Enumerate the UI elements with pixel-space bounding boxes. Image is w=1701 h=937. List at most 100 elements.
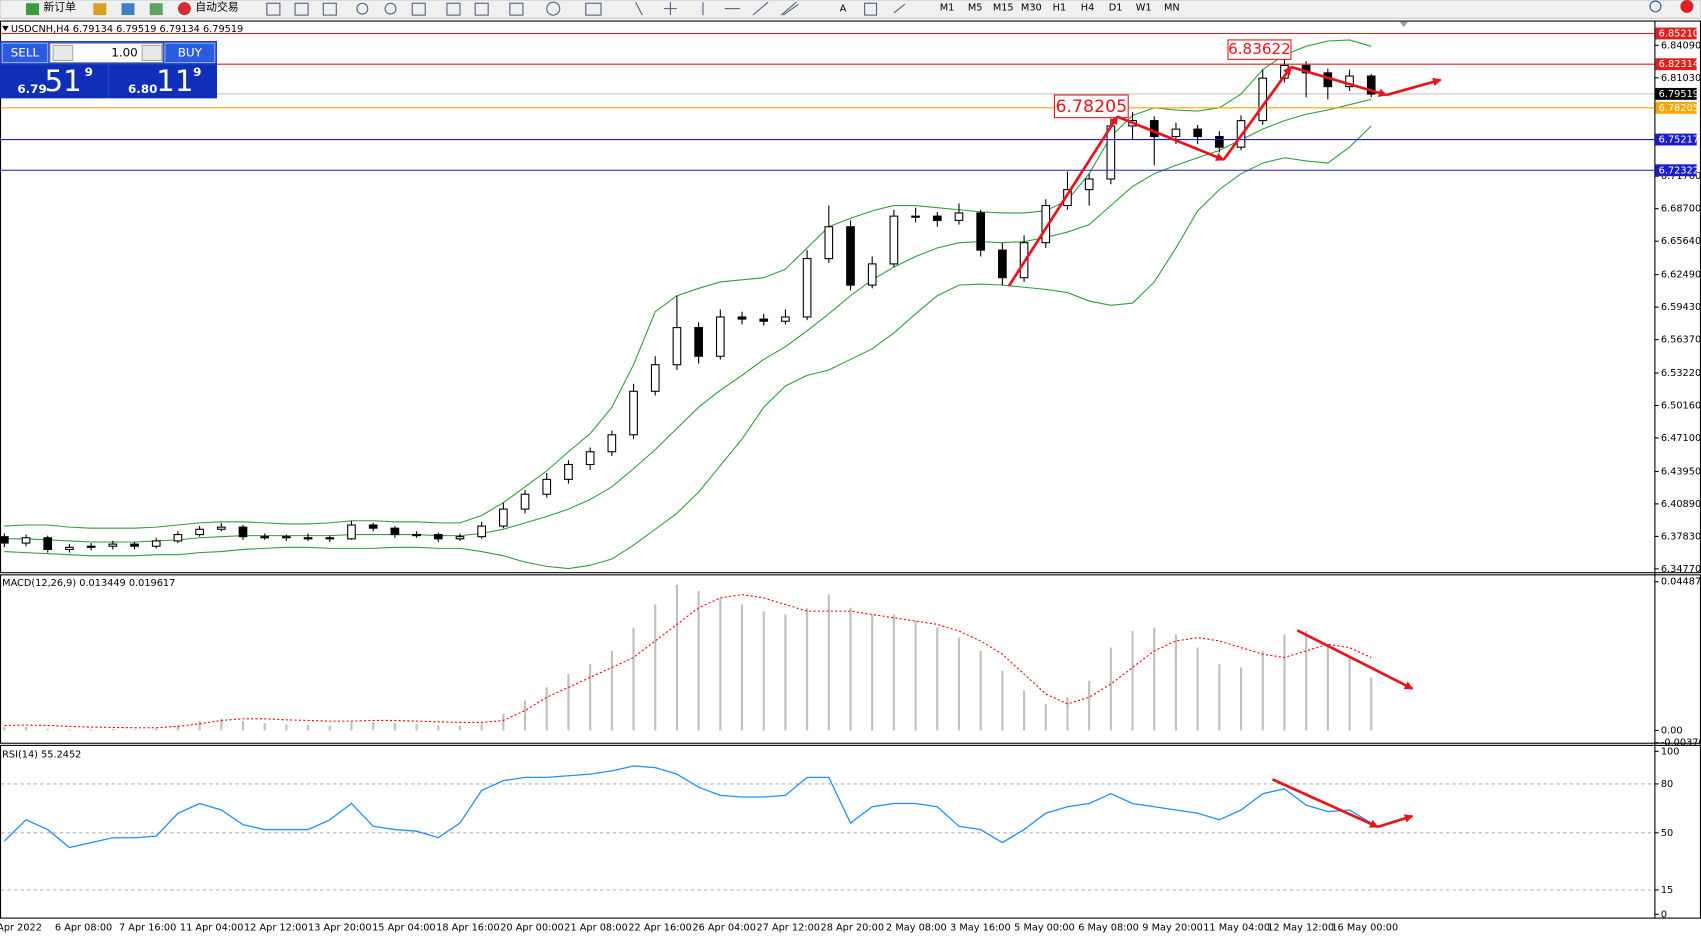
macd-bar — [1239, 667, 1243, 731]
icon[interactable] — [26, 3, 40, 16]
x-tick-label: 21 Apr 08:00 — [564, 922, 628, 933]
x-tick-label: 3 May 16:00 — [950, 922, 1011, 933]
macd-bar — [263, 723, 266, 731]
ask-box[interactable] — [109, 64, 217, 99]
timeframe-button[interactable]: MN — [1164, 3, 1180, 14]
lot-input[interactable] — [49, 42, 164, 64]
timeframe-button[interactable]: M30 — [1021, 3, 1042, 14]
macd-bar — [654, 604, 657, 731]
svg-text:A: A — [840, 4, 847, 15]
candle-body — [86, 545, 96, 548]
macd-bar — [545, 687, 548, 731]
candle-body — [1215, 135, 1224, 148]
macd-bar — [697, 591, 700, 731]
macd-bar — [589, 664, 592, 731]
candle-body — [672, 327, 682, 366]
icon[interactable] — [149, 3, 163, 16]
signal-line — [4, 594, 1372, 729]
macd-bar — [1196, 647, 1199, 731]
x-tick-label: Apr 2022 — [0, 922, 42, 933]
main-panel-frame — [0, 20, 1701, 574]
candle-body — [520, 493, 530, 510]
bid-prefix: 6.79 — [17, 82, 46, 96]
macd-bar — [1305, 631, 1308, 731]
icon[interactable] — [121, 3, 135, 16]
timeframe-button[interactable]: M15 — [993, 3, 1014, 14]
auto-trade[interactable]: 自动交易 — [195, 0, 238, 14]
lot-value[interactable]: 1.00 — [111, 45, 138, 59]
macd-bar — [46, 728, 49, 731]
candle-body — [542, 478, 552, 495]
y-tick-label: 15 — [1661, 885, 1673, 896]
candle-body — [368, 524, 378, 529]
timeframe-button[interactable]: M1 — [940, 3, 955, 14]
bid-box[interactable] — [0, 64, 108, 99]
x-tick-label: 12 May 12:00 — [1267, 922, 1334, 933]
macd-bar — [632, 627, 635, 731]
macd-bar — [1066, 697, 1069, 731]
icon[interactable] — [93, 3, 107, 16]
x-tick-label: 27 Apr 12:00 — [756, 922, 820, 933]
timeframe-button[interactable]: D1 — [1109, 3, 1123, 14]
macd-bar — [111, 729, 114, 731]
timeframe-button[interactable]: W1 — [1136, 3, 1152, 14]
candle-body — [238, 526, 248, 538]
tool-icons[interactable]: A — [266, 1, 906, 16]
timeframes: M1 M5 M15 M30 H1 H4 D1 W1 MN — [940, 3, 1180, 14]
timeframe-button[interactable]: M5 — [968, 3, 983, 14]
lot-up[interactable] — [141, 44, 163, 61]
price-level-label: 6.75217 — [1659, 135, 1699, 146]
macd-bar — [24, 727, 28, 731]
buy-button[interactable] — [164, 42, 216, 64]
macd-bar — [1261, 650, 1264, 731]
price-level-tag — [1655, 58, 1697, 71]
buy-label[interactable]: BUY — [178, 45, 203, 59]
macd-bar — [523, 700, 527, 731]
y-tick-label: 6.84090 — [1661, 40, 1701, 51]
rsi-panel-frame — [0, 744, 1701, 919]
price-level-tag — [1655, 133, 1697, 146]
candle-body — [954, 212, 964, 221]
macd-bar — [1153, 627, 1156, 731]
macd-bar — [610, 650, 613, 731]
candle-body — [932, 215, 942, 221]
price-level-label: 6.85210 — [1659, 28, 1699, 39]
macd-bar — [675, 584, 679, 731]
macd-bar — [1218, 664, 1221, 731]
macd-bar — [784, 614, 787, 731]
macd-bar — [393, 723, 396, 731]
sell-button[interactable] — [1, 42, 49, 64]
price-level-tag — [1655, 164, 1697, 177]
candle-body — [43, 537, 53, 550]
bid-big: 51 — [44, 64, 81, 98]
icon[interactable] — [177, 2, 191, 16]
macd-bar — [372, 721, 375, 731]
macd-bar — [806, 607, 809, 731]
bollinger-band — [4, 98, 1372, 543]
macd-bar — [1174, 634, 1178, 731]
timeframe-button[interactable]: H4 — [1081, 3, 1095, 14]
macd-bar — [176, 725, 179, 731]
x-tick-label: 20 Apr 00:00 — [500, 922, 564, 933]
macd-bar — [871, 614, 874, 731]
macd-panel-frame — [0, 574, 1701, 744]
notification-icon[interactable] — [1680, 0, 1694, 13]
rsi-title: RSI(14) 55.2452 — [2, 750, 81, 761]
macd-bar — [68, 729, 71, 731]
macd-bar — [437, 725, 440, 731]
ask-big: 11 — [156, 64, 193, 98]
candle-body — [824, 226, 834, 260]
candle-body — [629, 390, 638, 436]
macd-bar — [1326, 644, 1329, 731]
macd-bar — [328, 725, 331, 731]
lot-down[interactable] — [52, 44, 74, 61]
search-icon[interactable] — [1649, 0, 1662, 13]
macd-bar — [762, 611, 765, 731]
timeframe-button[interactable]: H1 — [1053, 3, 1067, 14]
candle-body — [1084, 178, 1094, 191]
x-tick-label: 6 Apr 08:00 — [55, 922, 112, 933]
new-order[interactable]: 新订单 — [43, 0, 76, 14]
sell-label[interactable]: SELL — [11, 45, 40, 59]
